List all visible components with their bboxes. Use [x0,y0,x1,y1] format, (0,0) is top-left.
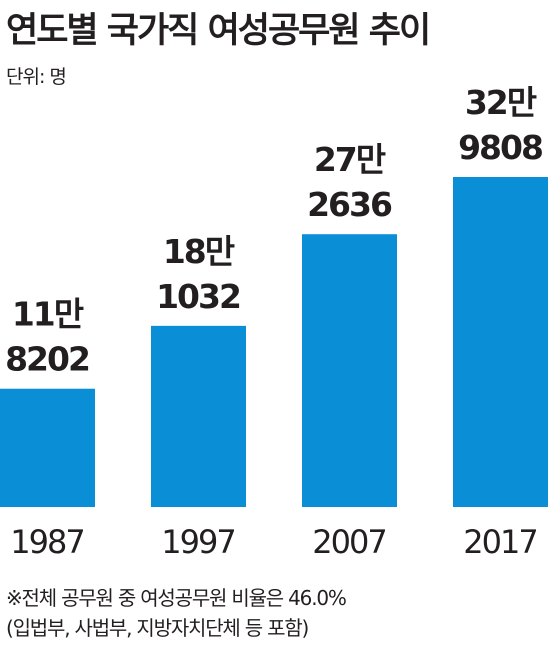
x-tick-label-1987: 1987 [10,523,83,561]
value-label-1997-rest: 1032 [156,277,240,316]
x-tick-label-2017: 2017 [463,523,536,561]
value-label-2007-man: 27만 [314,140,386,179]
x-tick-label-2007: 2007 [312,523,385,561]
bar-1997 [151,325,246,507]
footnote-scope: (입법부, 사법부, 지방자치단체 등 포함) [6,616,309,640]
chart-title: 연도별 국가직 여성공무원 추이 [6,11,431,51]
footnote-ratio: ※전체 공무원 중 여성공무원 비율은 46.0% [6,586,347,610]
value-label-2007-rest: 2636 [307,185,392,224]
value-label-2017-man: 32만 [465,83,537,122]
value-label-1997-man: 18만 [163,232,235,271]
x-tick-label-1997: 1997 [161,523,234,561]
value-label-2017-rest: 9808 [458,128,542,167]
bar-chart: 11만 8202 1987 18만 1032 1997 27만 2636 2007 32만 9808… [0,83,548,561]
bar-1987 [0,388,95,507]
value-label-1987-rest: 8202 [5,340,89,379]
unit-label: 단위: 명 [6,66,67,88]
value-label-1987-man: 11만 [12,295,84,334]
bar-2017 [453,177,548,507]
bar-2007 [302,234,397,508]
